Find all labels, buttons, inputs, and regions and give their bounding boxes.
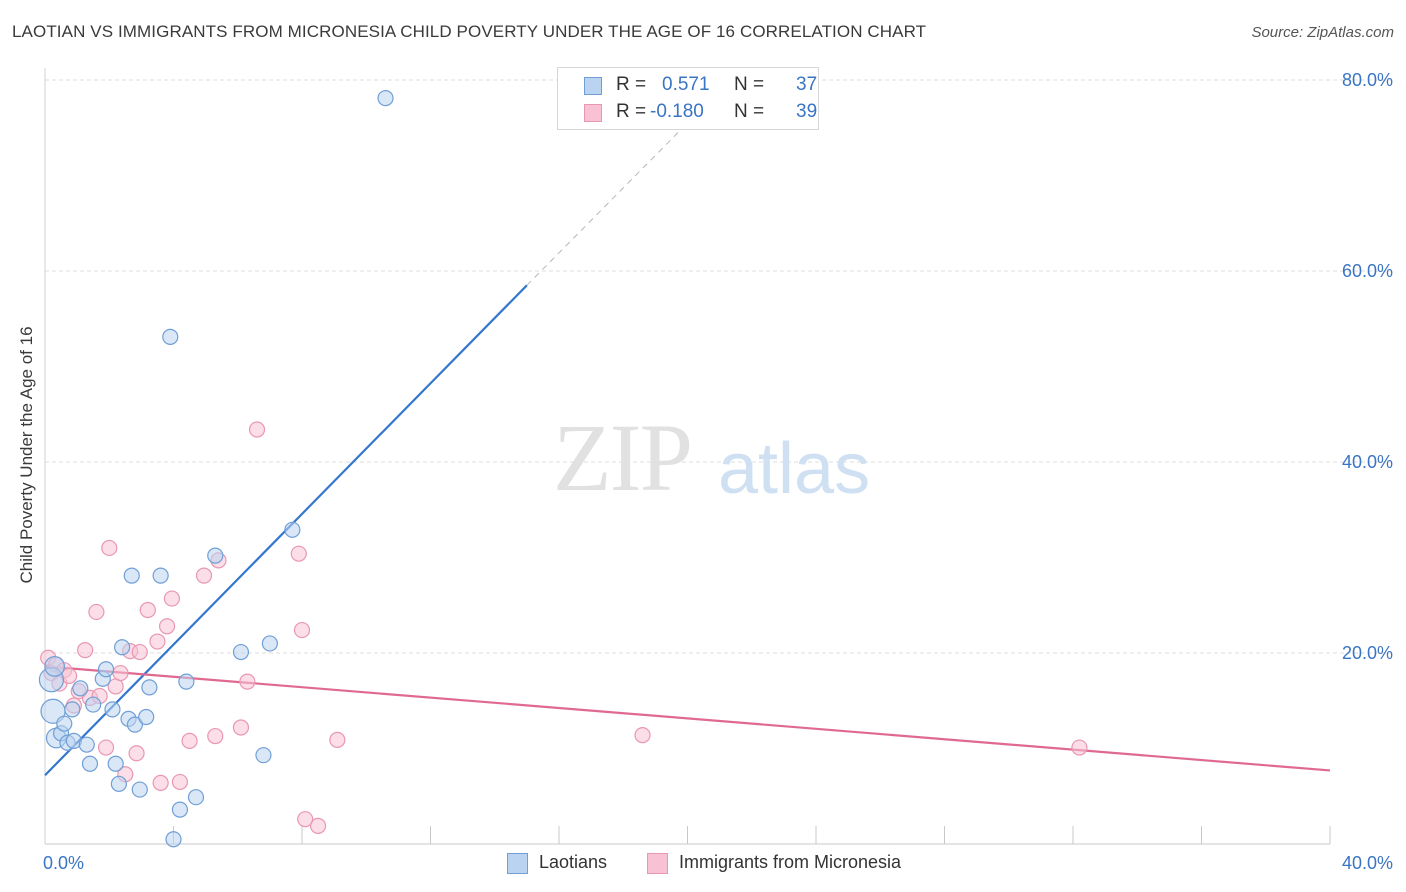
laotians-point [81, 755, 99, 772]
laotians-point [44, 656, 65, 677]
laotians-point [72, 680, 89, 697]
r-value: 0.571 [662, 74, 710, 95]
micronesia-point [239, 673, 256, 690]
micronesia-point [293, 621, 311, 639]
laotians-point [284, 521, 301, 538]
micronesia-point [97, 739, 115, 756]
laotians-point [123, 567, 140, 584]
laotians-point [138, 708, 155, 726]
laotians-point [187, 789, 205, 806]
laotians-point [141, 679, 158, 696]
micronesia-point [329, 731, 346, 749]
r-value: -0.180 [650, 101, 704, 122]
micronesia-point [1071, 739, 1088, 756]
micronesia-point [158, 618, 176, 635]
r-label: R = [616, 101, 647, 122]
legend-label-micronesia: Immigrants from Micronesia [679, 852, 902, 872]
bottom-legend-laotians: Laotians [507, 852, 637, 876]
legend-label-laotians: Laotians [539, 852, 608, 872]
laotians-point [64, 701, 81, 718]
bottom-legend-micronesia: Immigrants from Micronesia [647, 852, 967, 876]
watermark-zip: ZIP [553, 404, 693, 511]
r-label: R = [616, 74, 647, 95]
y-axis-label: Child Poverty Under the Age of 16 [17, 326, 36, 584]
laotians-point [261, 635, 278, 652]
micronesia-trend-line [44, 665, 1331, 772]
x-tick-label: 40.0% [1342, 853, 1393, 873]
laotians-point [97, 661, 115, 678]
micronesia-point [77, 642, 94, 659]
n-label: N = [734, 101, 765, 122]
micronesia-point [195, 567, 213, 584]
chart-title: LAOTIAN VS IMMIGRANTS FROM MICRONESIA CH… [12, 22, 927, 41]
laotians-point [162, 328, 179, 345]
laotians-trend-extension [526, 122, 688, 286]
micronesia-point [112, 664, 129, 682]
scatter-points [38, 90, 1088, 848]
tick-labels: 20.0% 40.0% 60.0% 80.0% 0.0% 40.0% [43, 70, 1393, 873]
micronesia-point [171, 773, 189, 791]
laotians-point [131, 781, 148, 798]
laotians-point [171, 801, 189, 818]
micronesia-swatch [584, 104, 602, 122]
micronesia-point [290, 545, 307, 562]
y-tick-label: 20.0% [1342, 643, 1393, 663]
laotians-point [178, 673, 195, 690]
micronesia-point [248, 421, 266, 438]
laotians-point [56, 715, 73, 732]
n-value: 37 [796, 74, 818, 95]
n-value: 39 [796, 101, 818, 122]
micronesia-point [149, 633, 166, 650]
micronesia-point [163, 590, 180, 607]
correlation-legend: R = 0.571 N = 37 R = -0.180 N = 39 [557, 67, 819, 130]
micronesia-point [131, 643, 148, 661]
micronesia-point [128, 745, 145, 762]
micronesia-point [207, 727, 224, 745]
laotians-point [126, 716, 144, 733]
y-tick-label: 40.0% [1342, 452, 1393, 472]
micronesia-point [297, 811, 314, 828]
laotians-point [85, 696, 102, 713]
laotians-point [104, 701, 121, 718]
micronesia-point [309, 817, 327, 834]
micronesia-swatch [647, 853, 668, 874]
laotians-point [113, 639, 131, 656]
laotians-point [152, 567, 169, 584]
micronesia-point [634, 727, 651, 744]
laotians-point [232, 643, 250, 661]
laotians-swatch [507, 853, 528, 874]
laotians-point [207, 547, 224, 564]
source-credit: Source: ZipAtlas.com [1251, 24, 1394, 41]
laotians-swatch [584, 77, 602, 95]
n-label: N = [734, 74, 765, 95]
micronesia-point [139, 601, 156, 619]
laotians-point [377, 90, 394, 107]
micronesia-point [152, 774, 169, 791]
laotians-point [110, 775, 127, 792]
gridlines [45, 79, 1392, 654]
x-tick-label: 0.0% [43, 853, 84, 873]
laotians-point [165, 831, 182, 848]
micronesia-point [88, 603, 105, 621]
laotians-point [255, 747, 272, 764]
micronesia-point [101, 539, 118, 557]
watermark-atlas: atlas [718, 429, 871, 509]
laotians-point [78, 736, 95, 753]
micronesia-point [181, 732, 198, 749]
y-tick-label: 60.0% [1342, 261, 1393, 281]
y-tick-label: 80.0% [1342, 70, 1393, 90]
micronesia-point [232, 719, 250, 736]
laotians-point [107, 755, 124, 772]
